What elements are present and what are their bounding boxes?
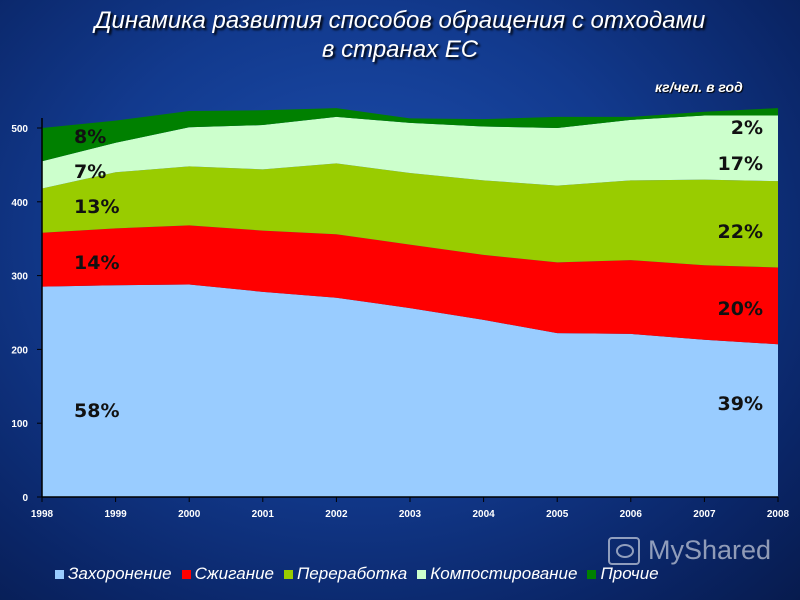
legend-label: Захоронение [68, 564, 172, 583]
y-tick-label: 400 [11, 198, 28, 209]
watermark: MyShared [608, 535, 771, 566]
x-tick-label: 2003 [399, 509, 422, 520]
legend-item-4: Компостирование [417, 564, 577, 584]
legend-item-1: Захоронение [55, 564, 172, 584]
legend-swatch [55, 569, 64, 579]
legend-label: Переработка [296, 564, 408, 583]
data-label-2008-5: 2% [731, 117, 763, 139]
data-label-2008-1: 39% [718, 393, 763, 415]
data-label-1998-3: 13% [74, 196, 119, 218]
y-tick-label: 300 [11, 272, 28, 283]
chart-title-line-2: в странах ЕС [321, 36, 479, 63]
legend-item-2: Сжигание [181, 564, 274, 584]
x-tick-label: 2007 [693, 509, 716, 520]
x-tick-label: 2005 [546, 509, 569, 520]
area-series-5 [42, 108, 778, 162]
legend-swatch [181, 569, 191, 579]
area-series-3 [42, 163, 778, 268]
data-label-2008-3: 22% [718, 221, 763, 243]
x-tick-label: 2000 [178, 509, 201, 520]
area-series-1 [42, 284, 778, 497]
data-label-1998-2: 14% [74, 252, 119, 274]
area-series-4 [42, 115, 778, 189]
x-tick-label: 1999 [104, 509, 127, 520]
legend-label: Компостирование [430, 564, 578, 583]
legend-swatch [417, 569, 427, 579]
y-tick-label: 100 [11, 419, 28, 430]
legend-item-5: Прочие [587, 564, 659, 584]
data-label-1998-5: 8% [74, 126, 106, 148]
legend-label: Прочие [600, 564, 659, 583]
legend-swatch [283, 569, 293, 579]
legend-swatch [587, 569, 597, 579]
data-label-1998-1: 58% [74, 400, 119, 422]
data-label-2008-2: 20% [718, 298, 763, 320]
x-tick-label: 2002 [325, 509, 348, 520]
watermark-text: MyShared [648, 535, 772, 565]
y-tick-label: 0 [22, 493, 28, 504]
area-series-2 [42, 225, 778, 345]
chart-legend: Захоронение Сжигание Переработка Компостиро… [55, 564, 669, 584]
legend-label: Сжигание [194, 564, 274, 583]
x-tick-label: 1998 [31, 509, 54, 520]
y-tick-label: 500 [11, 124, 28, 135]
unit-label: кг/чел. в год [655, 79, 743, 95]
legend-item-3: Переработка [283, 564, 408, 584]
presentation-icon [608, 536, 640, 565]
data-label-2008-4: 17% [718, 153, 763, 175]
chart-title: Динамика развития способов обращения с о… [0, 6, 800, 64]
data-label-1998-4: 7% [74, 161, 106, 183]
x-tick-label: 2004 [472, 509, 495, 520]
chart-title-line-1: Динамика развития способов обращения с о… [94, 7, 706, 34]
y-tick-label: 200 [11, 345, 28, 356]
x-tick-label: 2006 [620, 509, 643, 520]
x-tick-label: 2001 [252, 509, 275, 520]
x-tick-label: 2008 [767, 509, 790, 520]
